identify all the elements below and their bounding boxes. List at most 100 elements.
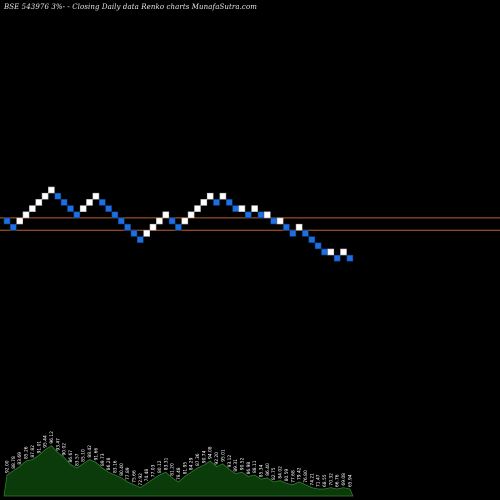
volume-label: 83.69	[17, 452, 23, 465]
renko-brick-up	[295, 223, 303, 231]
renko-brick-up	[79, 205, 87, 212]
renko-brick-down	[257, 211, 265, 219]
volume-label: 86.67	[68, 450, 74, 463]
volume-label: 90.52	[239, 457, 245, 470]
volume-label: 68.55	[322, 474, 328, 487]
renko-brick-down	[118, 217, 125, 225]
volume-label: 86.28	[106, 457, 112, 470]
renko-brick-down	[67, 205, 74, 212]
renko-brick-down	[213, 199, 220, 206]
volume-label: 66.76	[335, 474, 341, 487]
volume-label: 96.12	[49, 431, 55, 444]
volume-label: 88.42	[87, 445, 93, 458]
volume-label: 77.89	[125, 467, 131, 480]
volume-label: 80.59	[284, 469, 290, 482]
volume-label: 80.12	[157, 460, 163, 473]
renko-brick-down	[333, 254, 341, 262]
renko-brick-up	[200, 199, 208, 206]
volume-label: 92.00	[5, 460, 11, 473]
renko-brick-up	[194, 205, 201, 212]
renko-brick-up	[263, 211, 271, 219]
volume-label: 82.75	[271, 467, 277, 480]
volume-label: 86.98	[246, 462, 252, 475]
volume-label: 85.26	[24, 446, 30, 459]
volume-label: 93.47	[55, 438, 61, 451]
volume-label: 65.94	[347, 474, 353, 487]
renko-brick-up	[219, 192, 227, 200]
volume-label: 88.11	[252, 460, 258, 473]
volume-label: 92.20	[214, 452, 220, 465]
volume-label: 69.08	[341, 473, 347, 486]
renko-brick-down	[289, 230, 297, 237]
volume-label: 86.40	[265, 463, 271, 476]
volume-area-path	[3, 445, 354, 497]
volume-label: 91.01	[36, 441, 42, 454]
renko-brick-up	[340, 248, 347, 256]
reference-lines	[0, 217, 500, 231]
renko-brick-down	[302, 230, 309, 237]
renko-brick-up	[143, 230, 150, 237]
renko-brick-up	[276, 217, 284, 225]
volume-label: 74.21	[309, 473, 315, 486]
volume-label: 84.02	[278, 466, 284, 479]
volume-label: 79.42	[297, 467, 303, 480]
renko-brick-down	[314, 242, 322, 250]
renko-brick-down	[99, 199, 106, 206]
renko-brick-down	[10, 223, 17, 231]
renko-brick-up	[149, 223, 157, 231]
renko-brick-down	[308, 236, 316, 243]
renko-bricks	[3, 186, 354, 262]
volume-label: 89.73	[100, 453, 106, 466]
volume-label: 81.95	[182, 462, 188, 475]
volume-label: 94.08	[208, 446, 214, 459]
renko-brick-down	[137, 236, 144, 243]
volume-label: 83.16	[112, 460, 118, 473]
renko-brick-down	[245, 211, 252, 219]
renko-brick-up	[29, 205, 36, 212]
renko-brick-up	[162, 211, 170, 219]
volume-label: 74.48	[144, 469, 150, 482]
renko-brick-up	[251, 205, 258, 212]
volume-labels: 92.00 88.78 83.69 85.26 87.82 91.01 95.44 96.12…	[5, 431, 354, 487]
renko-brick-down	[3, 217, 11, 225]
renko-brick-down	[283, 223, 290, 231]
volume-label: 95.01	[220, 449, 226, 462]
renko-brick-down	[124, 223, 131, 231]
volume-label: 80.40	[119, 463, 125, 476]
volume-label: 70.32	[328, 473, 334, 486]
volume-label: 85.10	[81, 449, 87, 462]
renko-brick-down	[54, 192, 62, 200]
volume-label: 76.80	[303, 470, 309, 483]
renko-brick-down	[321, 248, 328, 256]
renko-brick-down	[130, 230, 138, 237]
volume-label: 77.03	[151, 464, 157, 477]
renko-brick-up	[238, 205, 246, 212]
volume-label: 88.78	[11, 456, 17, 469]
renko-brick-up	[86, 199, 93, 206]
volume-label: 71.47	[316, 474, 322, 487]
volume-label: 75.66	[132, 470, 138, 483]
volume-label: 77.68	[290, 470, 296, 483]
renko-brick-up	[35, 199, 43, 206]
volume-label: 78.48	[176, 467, 182, 480]
volume-label: 91.66	[93, 448, 99, 461]
renko-brick-up	[41, 192, 49, 200]
renko-brick-down	[175, 223, 182, 231]
renko-brick-up	[181, 217, 189, 225]
renko-brick-down	[60, 199, 68, 206]
volume-label: 90.74	[201, 450, 207, 463]
volume-label: 87.36	[195, 453, 201, 466]
renko-brick-up	[187, 211, 195, 219]
renko-brick-down	[346, 254, 354, 262]
renko-brick-down	[105, 205, 112, 212]
renko-brick-up	[327, 248, 335, 256]
page-title: BSE 543976 3%- - Closing Daily data Renk…	[4, 3, 258, 11]
renko-brick-up	[22, 211, 30, 219]
volume-label: 83.57	[74, 453, 80, 466]
renko-brick-up	[16, 217, 24, 225]
renko-brick-down	[226, 199, 233, 206]
volume-label: 81.20	[170, 463, 176, 476]
renko-brick-up	[92, 192, 100, 200]
volume-label: 83.31	[163, 457, 169, 470]
